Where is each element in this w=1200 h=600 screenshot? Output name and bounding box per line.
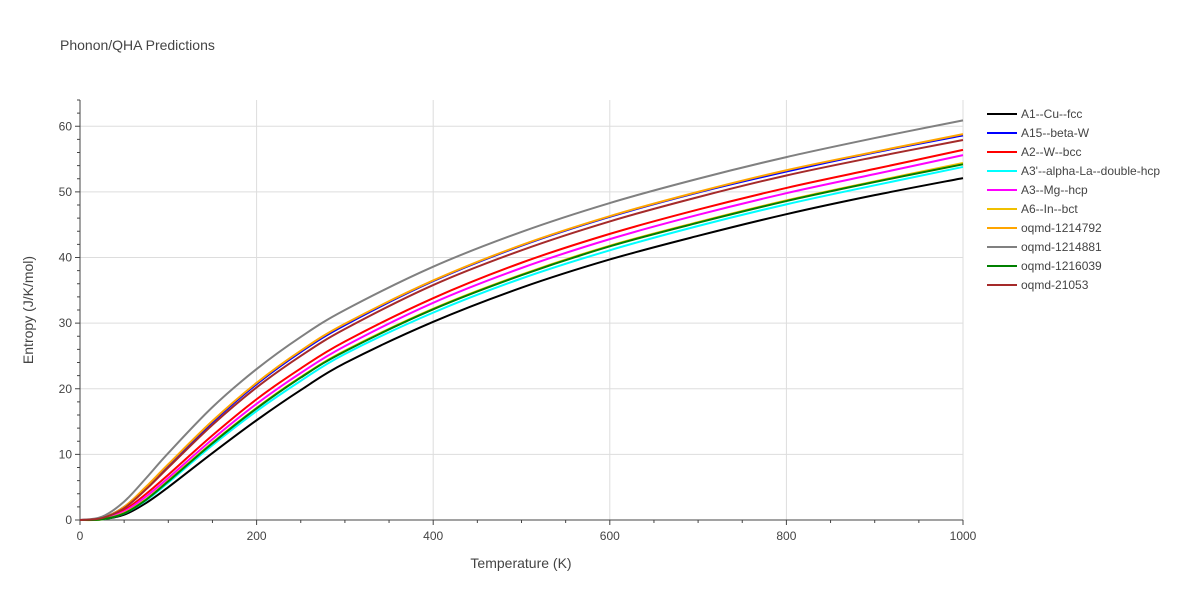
x-tick-label: 0 (77, 529, 84, 543)
x-tick-label: 800 (776, 529, 796, 543)
axes: 0 200 400 600 800 1000 0 10 20 30 40 50 60 (59, 99, 977, 543)
chart-title: Phonon/QHA Predictions (60, 37, 215, 53)
x-tick-label: 1000 (950, 529, 977, 543)
x-tick-label: 600 (600, 529, 620, 543)
legend-label: A3--Mg--hcp (1021, 183, 1088, 197)
legend-item[interactable]: A15--beta-W (987, 126, 1090, 140)
legend-label: A2--W--bcc (1021, 145, 1081, 159)
y-tick-label: 30 (59, 316, 73, 330)
series-line-A3'--alpha-La--double-hcp (79, 165, 964, 522)
y-axis-title: Entropy (J/K/mol) (20, 256, 36, 364)
legend-item[interactable]: oqmd-1214792 (987, 221, 1102, 235)
y-tick-label: 10 (59, 447, 73, 461)
legend: A1--Cu--fcc A15--beta-W A2--W--bcc A3'--alp… (987, 107, 1160, 292)
y-tick-label: 40 (59, 251, 73, 265)
legend-item[interactable]: A6--In--bct (987, 202, 1078, 216)
series-line-oqmd-1214792 (79, 133, 964, 521)
series-line-A3--Mg--hcp (79, 154, 964, 521)
x-axis-title: Temperature (K) (470, 555, 571, 571)
y-tick-label: 60 (59, 119, 73, 133)
series-line-oqmd-1214881 (79, 119, 964, 521)
series-line-oqmd-21053 (79, 139, 964, 521)
y-tick-label: 0 (65, 513, 72, 527)
series-lines (79, 119, 964, 522)
legend-item[interactable]: A2--W--bcc (987, 145, 1081, 159)
series-line-A2--W--bcc (79, 148, 964, 521)
y-tick-label: 50 (59, 185, 73, 199)
legend-label: oqmd-1216039 (1021, 259, 1102, 273)
legend-item[interactable]: A3'--alpha-La--double-hcp (987, 164, 1160, 178)
legend-label: oqmd-1214792 (1021, 221, 1102, 235)
x-tick-label: 400 (423, 529, 443, 543)
y-tick-label: 20 (59, 382, 73, 396)
legend-label: A6--In--bct (1021, 202, 1078, 216)
series-line-oqmd-1216039 (79, 163, 964, 522)
legend-label: A3'--alpha-La--double-hcp (1021, 164, 1160, 178)
series-line-A15--beta-W (79, 134, 964, 521)
grid (80, 100, 964, 520)
legend-item[interactable]: A3--Mg--hcp (987, 183, 1088, 197)
legend-label: oqmd-21053 (1021, 278, 1089, 292)
legend-item[interactable]: oqmd-1216039 (987, 259, 1102, 273)
x-tick-label: 200 (247, 529, 267, 543)
legend-item[interactable]: A1--Cu--fcc (987, 107, 1082, 121)
legend-label: A15--beta-W (1021, 126, 1090, 140)
legend-label: oqmd-1214881 (1021, 240, 1102, 254)
legend-label: A1--Cu--fcc (1021, 107, 1082, 121)
series-line-A6--In--bct (79, 162, 964, 522)
series-line-A1--Cu--fcc (79, 177, 964, 521)
legend-item[interactable]: oqmd-21053 (987, 278, 1089, 292)
legend-item[interactable]: oqmd-1214881 (987, 240, 1102, 254)
